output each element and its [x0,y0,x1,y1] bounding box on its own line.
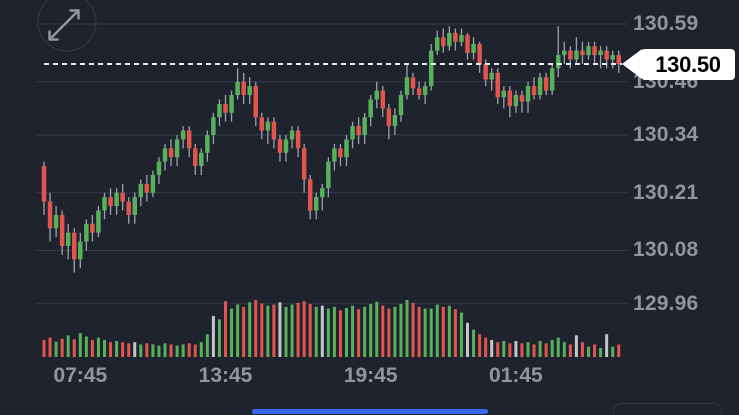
time-axis-label: 19:45 [343,364,398,387]
grid-lines-layer [36,23,628,305]
price-axis-label: 130.21 [633,180,699,204]
expand-arrow-sw-head-icon [48,30,59,41]
price-axis-label: 130.08 [633,238,699,262]
expand-arrow-ne-icon [62,9,80,27]
expand-arrow-sw-icon [48,24,65,41]
expand-arrow-ne-head-icon [69,9,80,20]
time-axis-label: 13:45 [198,364,253,387]
home-indicator [252,409,488,414]
last-price-badge: 130.50 [622,49,735,80]
price-axis-label: 129.96 [633,291,699,315]
price-axis-label: 130.59 [633,12,699,35]
price-axis-label: 130.34 [633,123,699,146]
last-price-value: 130.50 [655,52,721,77]
expand-button-circle [37,0,97,52]
time-axis-label: 01:45 [489,364,543,387]
partial-bottom-button[interactable] [612,402,723,415]
candles-layer [41,26,621,273]
expand-button[interactable] [37,0,97,52]
badge-arrow-left-icon [622,49,642,79]
time-axis-label: 07:45 [53,364,108,387]
volume-bars-layer [42,300,621,357]
